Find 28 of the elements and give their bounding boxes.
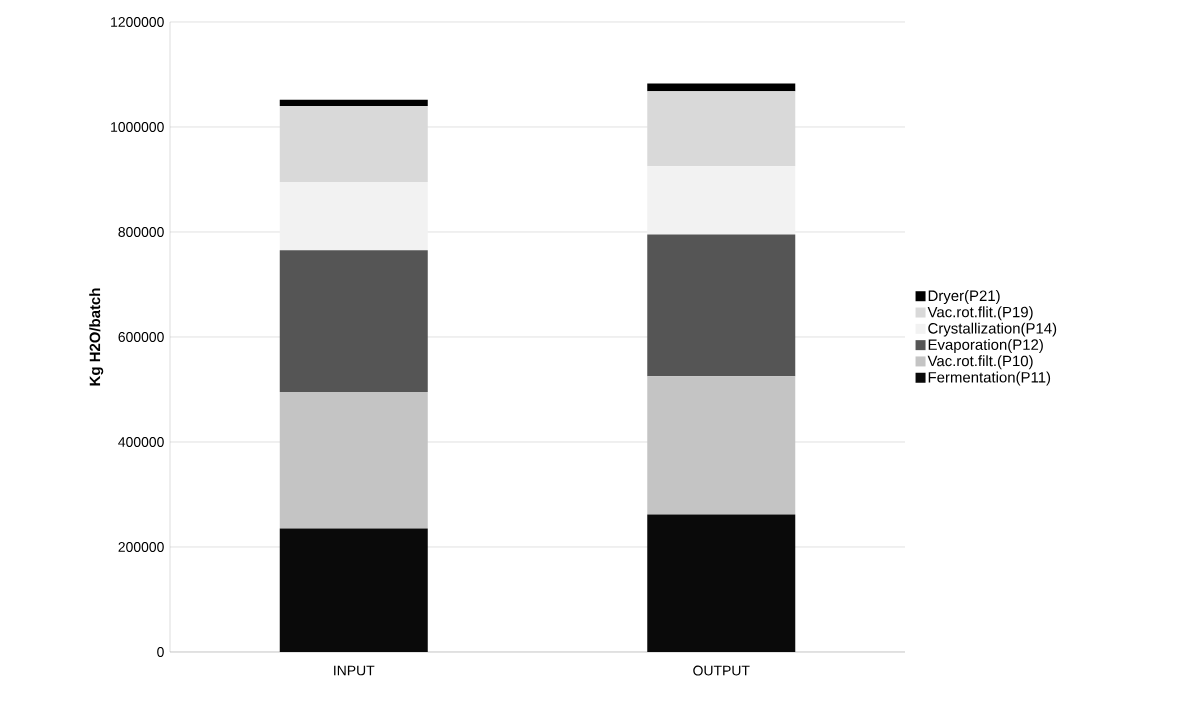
bar <box>279 105 428 183</box>
bar <box>647 91 796 167</box>
y-tick-label: 400000 <box>118 437 164 447</box>
legend-label: Vac.rot.flit.(P19) <box>927 306 1033 321</box>
y-tick-label: 200000 <box>118 542 164 552</box>
legend-label: Crystallization(P14) <box>928 322 1057 337</box>
bar <box>279 182 428 251</box>
bar <box>647 376 796 515</box>
bar <box>279 99 428 106</box>
y-tick-label: 600000 <box>118 332 164 342</box>
bar <box>647 234 796 377</box>
x-tick-label: INPUT <box>334 665 375 676</box>
y-tick-label: 800000 <box>118 227 164 237</box>
bar <box>647 166 796 235</box>
legend-label: Dryer(P21) <box>928 290 1000 304</box>
legend-label: Vac.rot.filt.(P10) <box>927 355 1033 370</box>
bar <box>647 514 796 652</box>
bar <box>279 392 428 529</box>
y-tick-label: 0 <box>157 647 164 657</box>
legend-label: Fermentation(P11) <box>928 371 1051 386</box>
y-axis-title: Kg H2O/batch <box>89 288 104 386</box>
bar <box>279 250 428 393</box>
x-tick-label: OUTPUT <box>693 665 750 676</box>
y-tick-label: 1200000 <box>111 17 164 27</box>
y-tick-label: 1000000 <box>111 122 164 132</box>
legend-label: Evaporation(P12) <box>928 338 1043 353</box>
bar <box>279 528 428 652</box>
bar <box>647 83 796 92</box>
